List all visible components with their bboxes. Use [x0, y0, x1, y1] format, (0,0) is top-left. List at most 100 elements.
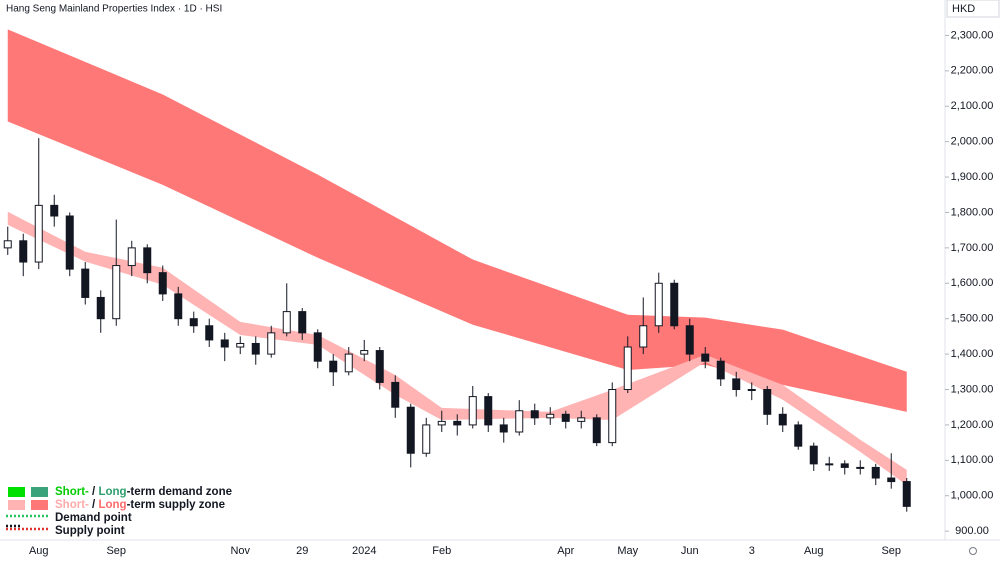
candle-body [453, 420, 462, 426]
candle-body [344, 353, 353, 373]
candle-body [871, 466, 880, 479]
candle-body [267, 332, 276, 355]
legend-text: -term demand zone [127, 486, 232, 498]
candle-body [360, 350, 369, 355]
legend-entry: Short- / Long-term demand zone [55, 486, 232, 498]
candle-body [778, 413, 787, 426]
legend-text: / [89, 486, 99, 498]
legend-text: Demand point [55, 512, 132, 524]
x-tick-label: 3 [749, 545, 755, 557]
y-tick-label: 900.00 [955, 525, 989, 537]
legend-swatch [31, 500, 48, 510]
candle-body [654, 282, 663, 327]
candle-body [561, 413, 570, 422]
candle-body [112, 265, 121, 320]
candle-body [794, 424, 803, 447]
y-tick-label: 1,900.00 [951, 171, 994, 183]
candle-body [623, 346, 632, 391]
candle-body [515, 410, 524, 433]
legend-text: / [89, 499, 99, 511]
candle-body [251, 342, 260, 355]
candle-body [887, 477, 896, 483]
candle-body [3, 240, 12, 249]
candle-body [422, 424, 431, 454]
candle-body [96, 296, 105, 320]
candle-body [639, 325, 648, 348]
settings-icon[interactable] [969, 547, 977, 555]
x-tick-label: 29 [296, 545, 308, 557]
x-tick-label: Sep [881, 545, 901, 557]
candle-body [716, 360, 725, 380]
y-tick-label: 1,600.00 [951, 277, 994, 289]
candle-body [530, 410, 539, 419]
x-tick-label: Feb [432, 545, 451, 557]
candle-body [763, 389, 772, 415]
candle-body [670, 282, 679, 327]
candle-body [189, 318, 198, 327]
y-tick-label: 1,000.00 [951, 490, 994, 502]
candle-body [205, 325, 214, 341]
legend-swatch [31, 487, 48, 497]
legend-text: Short- [55, 486, 89, 498]
x-tick-label: Jun [681, 545, 699, 557]
candle-body [856, 466, 865, 469]
candle-body [499, 424, 508, 433]
legend-entry: Short- / Long-term supply zone [55, 499, 225, 511]
candle-body [747, 389, 756, 392]
y-tick-label: 1,500.00 [951, 313, 994, 325]
candle-body [484, 396, 493, 426]
x-tick-label: Apr [557, 545, 574, 557]
candle-body [174, 293, 183, 320]
x-tick-label: 2024 [352, 545, 376, 557]
zone-band [7, 29, 907, 412]
legend-swatch [8, 487, 25, 497]
candle-body [298, 311, 307, 334]
legend-text: Long [98, 499, 126, 511]
currency: HKD [952, 3, 975, 15]
y-tick-label: 1,800.00 [951, 206, 994, 218]
candle-body [50, 204, 59, 217]
x-tick-label: Aug [804, 545, 824, 557]
x-tick-label: Nov [230, 545, 250, 557]
x-tick-label: May [617, 545, 638, 557]
candle-body [282, 311, 291, 334]
legend-text: Long [98, 486, 126, 498]
legend-text: -term supply zone [127, 499, 225, 511]
y-tick-label: 2,100.00 [951, 100, 994, 112]
candle-body [406, 406, 415, 454]
plot [3, 29, 911, 512]
candle-body [437, 420, 446, 426]
candle-body [34, 204, 43, 263]
candle-body [732, 378, 741, 391]
y-tick-label: 1,100.00 [951, 454, 994, 466]
candle-body [158, 272, 167, 295]
candle-body [577, 417, 586, 422]
legend-text: Supply point [55, 525, 125, 537]
legend-swatch [8, 500, 25, 510]
y-tick-label: 1,200.00 [951, 419, 994, 431]
y-tick-label: 1,400.00 [951, 348, 994, 360]
candle-body [685, 325, 694, 355]
candle-body [329, 360, 338, 373]
candle-body [19, 240, 28, 263]
candle-body [65, 215, 74, 270]
y-tick-label: 1,700.00 [951, 242, 994, 254]
candle-body [809, 445, 818, 465]
legend-text: Short- [55, 499, 89, 511]
legend-entry: Demand point [55, 512, 132, 524]
candle-body [81, 268, 90, 298]
y-tick-label: 2,000.00 [951, 136, 994, 148]
candle-body [592, 417, 601, 444]
y-tick-label: 2,300.00 [951, 29, 994, 41]
candle-body [127, 247, 136, 267]
candle-body [701, 353, 710, 362]
x-tick-label: Aug [29, 545, 49, 557]
candle-body [391, 381, 400, 408]
y-tick-label: 2,200.00 [951, 65, 994, 77]
candle-body [902, 481, 911, 507]
candle-body [375, 350, 384, 383]
candle-body [840, 463, 849, 468]
currency-box [946, 0, 1000, 18]
y-tick-label: 1,300.00 [951, 383, 994, 395]
